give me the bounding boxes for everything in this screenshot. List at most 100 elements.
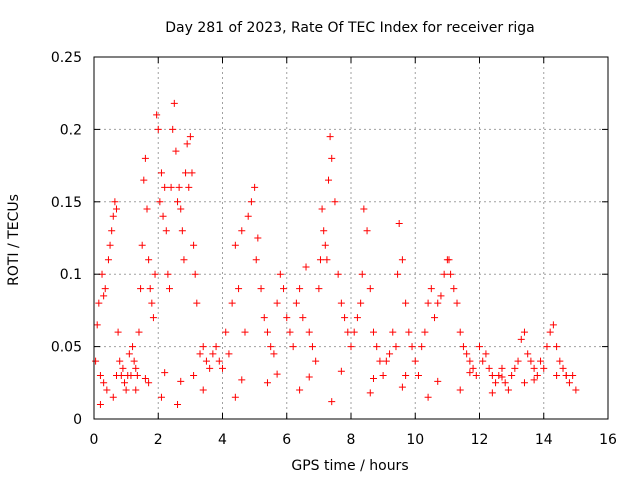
data-point <box>315 285 323 293</box>
data-point <box>450 285 458 293</box>
data-point <box>318 205 326 213</box>
data-point <box>209 350 217 358</box>
x-tick-label: 12 <box>471 432 489 448</box>
data-point <box>100 292 108 300</box>
y-tick-label: 0.25 <box>51 50 82 66</box>
data-point <box>114 328 122 336</box>
data-point <box>395 220 403 228</box>
data-point <box>398 383 406 391</box>
x-tick-label: 10 <box>406 432 424 448</box>
data-point <box>514 357 522 365</box>
data-point <box>292 299 300 307</box>
data-points <box>92 99 580 409</box>
y-tick-labels: 0 0.05 0.1 0.15 0.2 0.25 <box>51 50 82 428</box>
data-point <box>146 285 154 293</box>
data-point <box>280 285 288 293</box>
data-point <box>247 198 255 206</box>
data-point <box>175 183 183 191</box>
x-tick-labels: 0 2 4 6 8 10 12 14 16 <box>90 432 617 448</box>
data-point <box>530 364 538 372</box>
data-point <box>130 357 138 365</box>
data-point <box>238 376 246 384</box>
data-point <box>546 328 554 336</box>
data-point <box>161 183 169 191</box>
data-point <box>414 372 422 380</box>
data-point <box>305 373 313 381</box>
data-point <box>289 343 297 351</box>
data-point <box>101 285 109 293</box>
data-point <box>141 374 149 382</box>
data-point <box>122 386 130 394</box>
data-point <box>188 169 196 177</box>
data-point <box>125 350 133 358</box>
data-point <box>159 212 167 220</box>
grid <box>94 57 608 419</box>
data-point <box>186 133 194 141</box>
data-point <box>104 256 112 264</box>
data-point <box>366 389 374 397</box>
y-tick-label: 0.15 <box>51 195 82 211</box>
data-point <box>263 328 271 336</box>
data-point <box>219 364 226 372</box>
y-axis-label: ROTI / TECUs <box>6 194 22 286</box>
data-point <box>286 328 294 336</box>
data-point <box>543 343 551 351</box>
data-point <box>296 386 304 394</box>
data-point <box>106 241 114 249</box>
data-point <box>533 372 541 380</box>
data-point <box>145 256 153 264</box>
data-point <box>337 367 345 375</box>
y-tick-label: 0.05 <box>51 340 82 356</box>
x-tick-label: 14 <box>535 432 553 448</box>
data-point <box>366 285 374 293</box>
data-point <box>228 299 236 307</box>
data-point <box>453 299 461 307</box>
data-point <box>511 364 519 372</box>
data-point <box>180 256 188 264</box>
data-point <box>363 227 371 235</box>
data-point <box>199 386 207 394</box>
data-point <box>263 379 271 387</box>
data-point <box>177 377 185 385</box>
data-point <box>185 183 193 191</box>
data-point <box>466 369 474 377</box>
data-point <box>191 270 199 278</box>
data-point <box>328 154 336 162</box>
data-point <box>379 372 387 380</box>
data-point <box>138 241 146 249</box>
data-point <box>344 328 352 336</box>
data-point <box>328 398 336 406</box>
data-point <box>485 364 493 372</box>
data-point <box>177 205 185 213</box>
data-point <box>418 343 426 351</box>
data-point <box>408 343 416 351</box>
data-point <box>244 212 252 220</box>
data-point <box>252 256 260 264</box>
data-point <box>167 183 175 191</box>
data-point <box>162 227 170 235</box>
data-point <box>174 198 182 206</box>
data-point <box>488 372 496 380</box>
data-point <box>95 299 103 307</box>
data-point <box>358 270 366 278</box>
data-point <box>520 379 528 387</box>
data-point <box>369 328 377 336</box>
data-point <box>431 314 439 322</box>
data-point <box>565 379 573 387</box>
data-point <box>394 270 402 278</box>
data-point <box>251 183 259 191</box>
data-point <box>421 328 429 336</box>
data-point <box>231 393 239 401</box>
data-point <box>196 350 204 358</box>
data-point <box>320 227 328 235</box>
data-point <box>153 111 161 119</box>
data-point <box>148 299 156 307</box>
data-point <box>254 234 262 242</box>
data-point <box>482 350 490 358</box>
data-point <box>334 270 342 278</box>
data-point <box>326 133 334 141</box>
data-point <box>157 393 165 401</box>
data-point <box>202 357 210 365</box>
data-point <box>488 389 496 397</box>
